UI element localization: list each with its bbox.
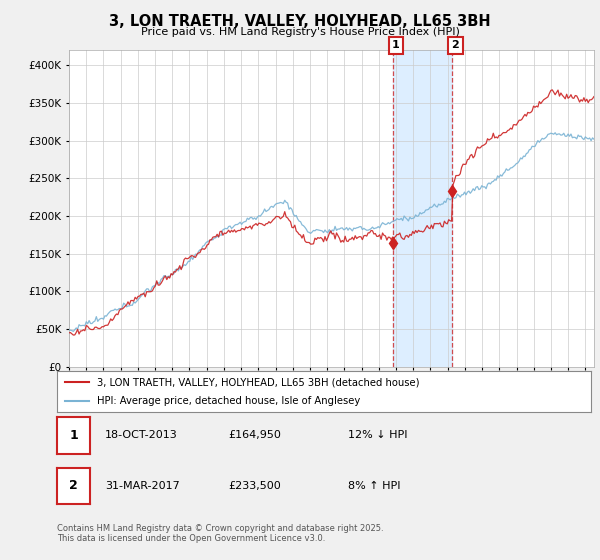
Text: 12% ↓ HPI: 12% ↓ HPI <box>348 431 407 440</box>
Text: HPI: Average price, detached house, Isle of Anglesey: HPI: Average price, detached house, Isle… <box>97 396 360 405</box>
Text: 31-MAR-2017: 31-MAR-2017 <box>105 481 180 491</box>
Text: Contains HM Land Registry data © Crown copyright and database right 2025.
This d: Contains HM Land Registry data © Crown c… <box>57 524 383 543</box>
Text: 3, LON TRAETH, VALLEY, HOLYHEAD, LL65 3BH: 3, LON TRAETH, VALLEY, HOLYHEAD, LL65 3B… <box>109 14 491 29</box>
Text: 1: 1 <box>69 429 78 442</box>
Text: 1: 1 <box>392 40 400 50</box>
Text: 3, LON TRAETH, VALLEY, HOLYHEAD, LL65 3BH (detached house): 3, LON TRAETH, VALLEY, HOLYHEAD, LL65 3B… <box>97 377 419 387</box>
Text: £164,950: £164,950 <box>228 431 281 440</box>
Bar <box>392 50 452 367</box>
Text: 18-OCT-2013: 18-OCT-2013 <box>105 431 178 440</box>
Text: £233,500: £233,500 <box>228 481 281 491</box>
Text: Price paid vs. HM Land Registry's House Price Index (HPI): Price paid vs. HM Land Registry's House … <box>140 27 460 37</box>
Text: 8% ↑ HPI: 8% ↑ HPI <box>348 481 401 491</box>
Text: 2: 2 <box>452 40 460 50</box>
Text: 2: 2 <box>69 479 78 492</box>
